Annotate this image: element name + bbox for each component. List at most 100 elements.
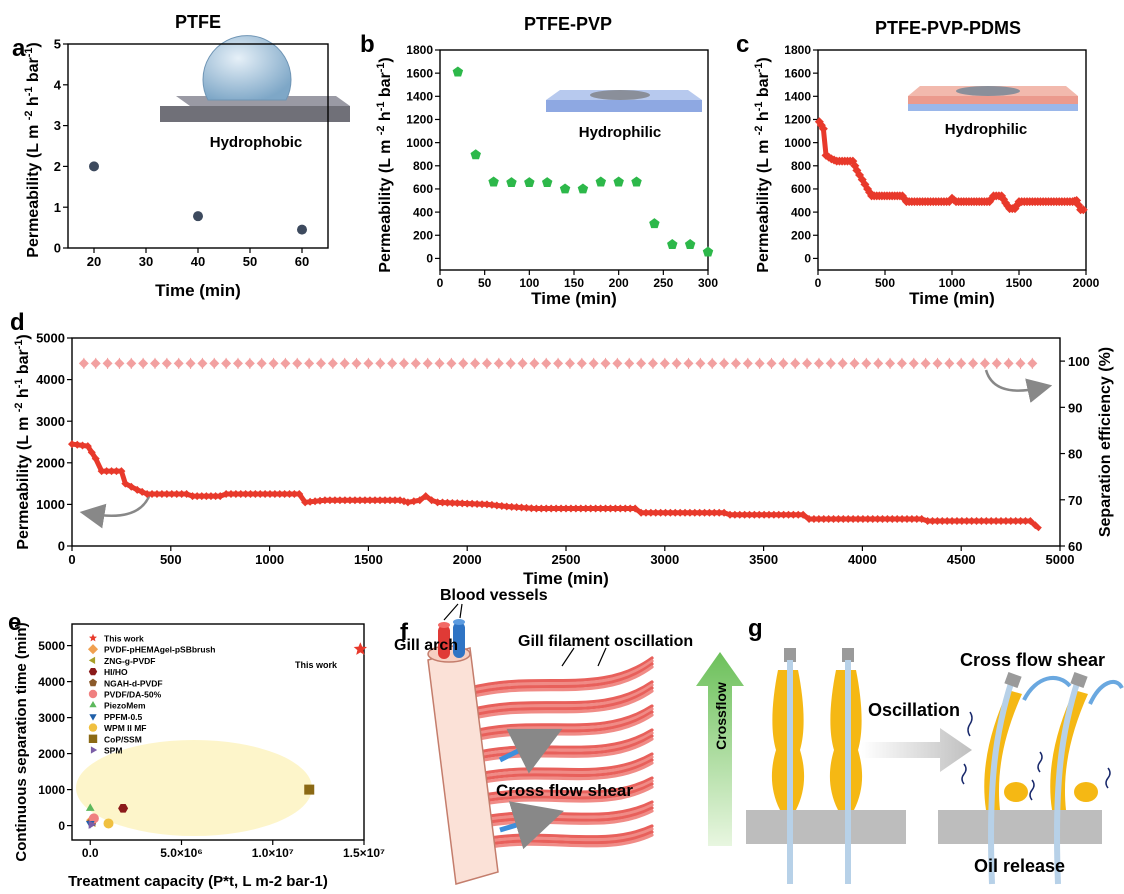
data-point: [188, 492, 197, 501]
data-point: [588, 358, 599, 369]
data-point: [977, 517, 986, 526]
data-point: [755, 510, 764, 519]
data-point: [88, 656, 96, 665]
data-point: [448, 498, 457, 507]
data-point: [88, 667, 98, 676]
data-point: [868, 514, 877, 523]
gill-filament: [468, 728, 654, 756]
data-point: [933, 517, 942, 526]
x-tick-label: 0: [815, 276, 822, 290]
y-tick-label: 0: [58, 819, 65, 833]
highlight-region: [76, 740, 312, 836]
data-point: [982, 517, 991, 526]
gill-schematic: Blood vessels Gill arch Gill filament os…: [394, 587, 693, 885]
gill-filament: [468, 665, 654, 699]
gill-filament: [468, 659, 654, 693]
gill-filament: [468, 737, 654, 765]
data-point: [458, 358, 469, 369]
data-point: [102, 358, 113, 369]
y2-tick-label: 70: [1068, 493, 1082, 508]
data-point: [350, 496, 359, 505]
data-point: [391, 496, 400, 505]
x-tick-label: 500: [875, 276, 895, 290]
water-splash-icon: [1022, 676, 1124, 705]
y-tick-label: 1000: [36, 497, 65, 512]
data-point: [720, 508, 729, 517]
arrow-to-right-axis-icon: [984, 369, 1053, 403]
chart-b: 0 50 100 150 200 250 300 0 200 400 600 800 1000 1200 1…: [375, 14, 718, 308]
data-point: [883, 514, 892, 523]
data-point: [410, 358, 421, 369]
y-tick-label: 200: [791, 228, 811, 242]
data-point: [90, 746, 98, 754]
data-point: [814, 514, 823, 523]
data-point: [161, 358, 172, 369]
label-blood-vessels: Blood vessels: [440, 587, 548, 604]
data-point: [794, 510, 803, 519]
data-point: [434, 358, 445, 369]
data-point: [512, 503, 521, 512]
y-axis-label: Continuous separation time (min): [13, 622, 30, 861]
data-point: [979, 358, 990, 369]
x-axis-label: Time (min): [155, 281, 241, 300]
data-point: [182, 490, 191, 498]
data-point: [335, 496, 344, 505]
data-point: [327, 358, 338, 369]
y-tick-label: 5: [54, 37, 61, 52]
panel-letter-e: e: [8, 609, 21, 636]
x-tick-label: 300: [698, 276, 718, 290]
data-point: [684, 239, 696, 249]
y2-tick-label: 60: [1068, 539, 1082, 554]
data-point: [241, 490, 250, 498]
data-point: [162, 490, 171, 498]
data-point: [236, 490, 245, 498]
x-tick-label: 2000: [1073, 276, 1100, 290]
panel-letter-g: g: [748, 615, 763, 642]
x-tick-label: 200: [609, 276, 629, 290]
y-tick-label: 0: [58, 539, 65, 554]
data-point: [453, 499, 462, 508]
data-point: [837, 358, 848, 369]
data-point: [221, 358, 232, 369]
gill-filament: [468, 683, 654, 715]
data-point: [789, 510, 798, 519]
data-point: [148, 490, 157, 498]
data-point: [481, 358, 492, 369]
x-tick-label: 4000: [848, 552, 877, 567]
data-point: [88, 813, 99, 824]
chart-c: 0 500 1000 1500 2000 0 200 400 600 800 1000 1200 140…: [753, 18, 1100, 308]
data-point: [818, 124, 828, 134]
data-point: [690, 508, 699, 517]
data-point: [695, 358, 706, 369]
data-point: [482, 500, 491, 509]
data-point: [251, 490, 260, 498]
data-point: [380, 496, 389, 505]
data-point: [118, 803, 129, 813]
gill-filament: [468, 755, 654, 781]
data-point: [710, 508, 719, 517]
y-tick-label: 1400: [406, 90, 433, 104]
data-point: [760, 510, 769, 519]
y-tick-label: 0: [804, 252, 811, 266]
x-tick-label: 150: [564, 276, 584, 290]
annotation-hydrophobic: Hydrophobic: [210, 134, 303, 151]
data-point: [997, 517, 1006, 526]
data-point: [858, 514, 867, 523]
data-point: [601, 504, 610, 513]
data-point: [473, 499, 482, 508]
y-tick-label: 4000: [36, 372, 65, 387]
data-point: [541, 358, 552, 369]
data-point: [849, 514, 858, 523]
legend-label: WPM II MF: [104, 723, 147, 733]
data-point: [647, 358, 658, 369]
data-point: [863, 514, 872, 523]
panel-letter-b: b: [360, 31, 375, 58]
data-point: [505, 358, 516, 369]
data-point: [478, 500, 487, 509]
annotation-hydrophilic: Hydrophilic: [945, 121, 1028, 138]
gill-filament: [468, 806, 654, 828]
data-point: [492, 501, 501, 510]
data-point: [197, 358, 208, 369]
y-tick-label: 1600: [784, 66, 811, 80]
